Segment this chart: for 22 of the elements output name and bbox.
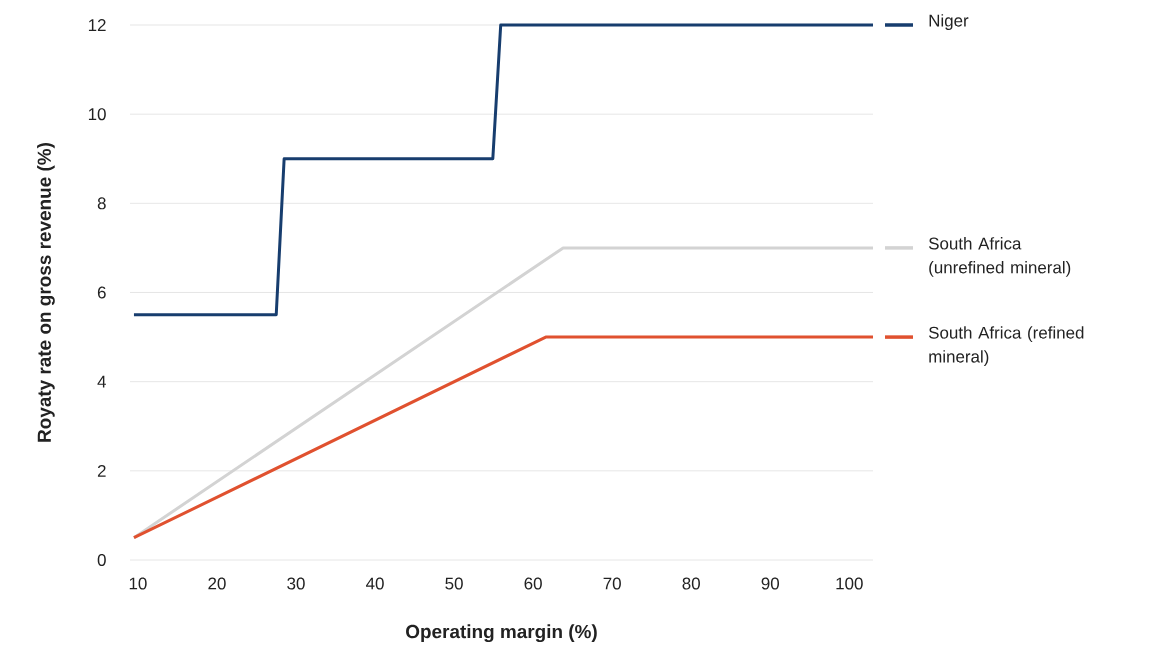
y-tick-label: 8 <box>97 197 106 210</box>
y-tick-label: 0 <box>97 554 106 566</box>
x-tick-label: 60 <box>524 577 542 590</box>
y-tick-label: 12 <box>88 19 106 31</box>
y-tick-label: 6 <box>97 286 106 299</box>
x-tick-label: 50 <box>445 577 463 590</box>
x-axis-title: Operating margin (%) <box>406 624 597 643</box>
legend-label: South Africa (unrefined mineral) <box>928 237 1071 277</box>
y-axis-title: Royaty rate on gross revenue (%) <box>37 143 55 442</box>
legend-label: Niger <box>929 14 969 30</box>
x-tick-label: 100 <box>836 577 863 590</box>
x-tick-label: 10 <box>129 577 147 590</box>
y-tick-label: 2 <box>97 464 106 477</box>
x-tick-label: 70 <box>603 577 621 590</box>
legend-label: South Africa (refined mineral) <box>928 326 1084 366</box>
x-tick-label: 90 <box>761 577 780 590</box>
x-tick-label: 40 <box>366 577 384 590</box>
y-tick-label: 4 <box>97 375 106 388</box>
x-tick-label: 20 <box>208 577 226 590</box>
x-tick-label: 80 <box>682 577 700 590</box>
y-tick-label: 10 <box>88 108 106 121</box>
x-tick-label: 30 <box>287 577 305 590</box>
